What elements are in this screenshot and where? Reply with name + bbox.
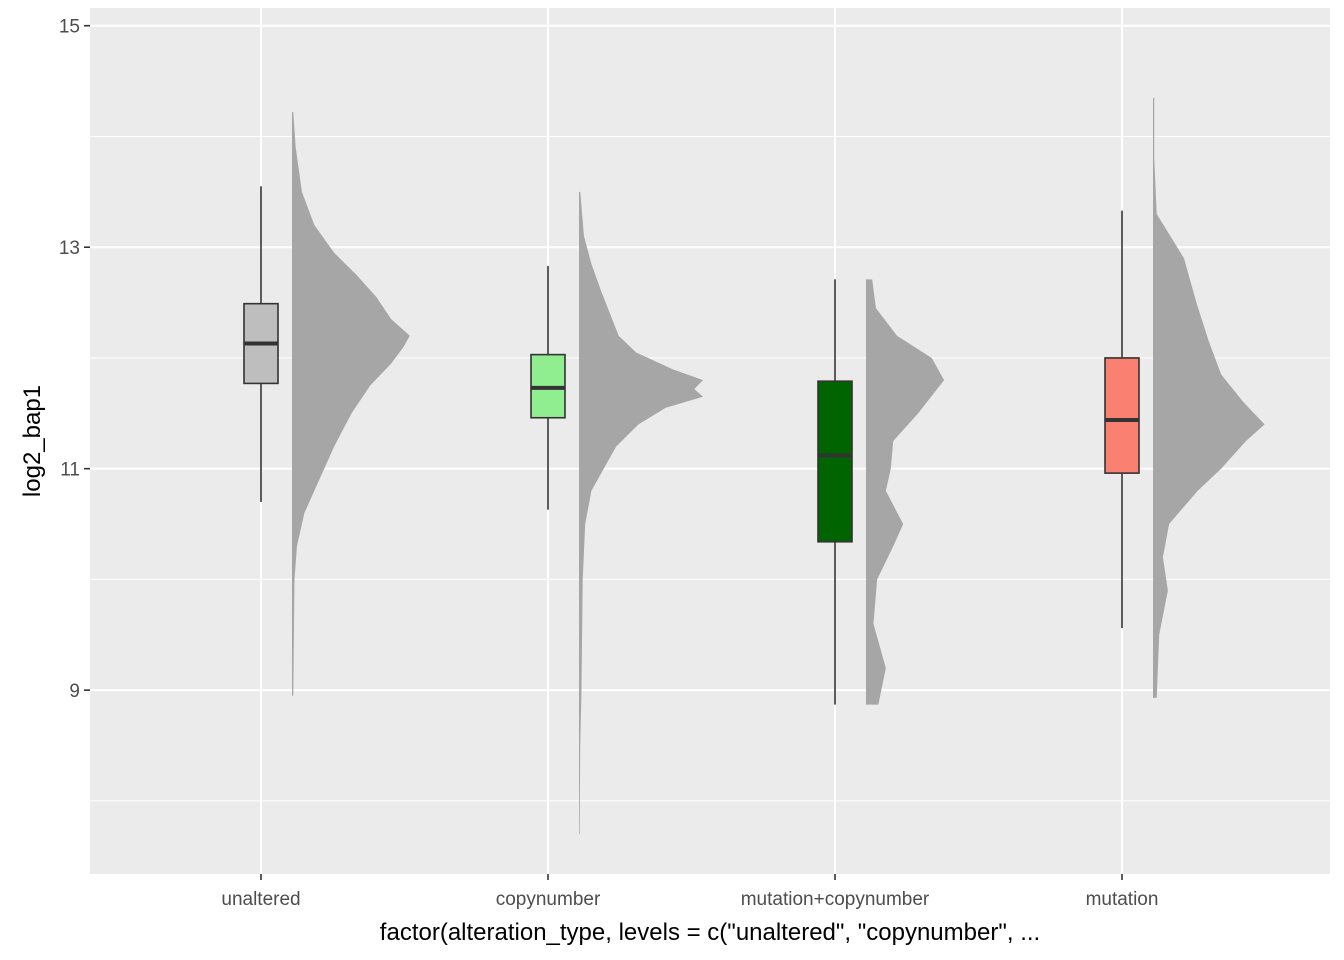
y-tick-label: 11 [60, 460, 80, 481]
y-axis: 9 11 13 15 [59, 17, 90, 702]
half-violin-mutation+copynumber [866, 279, 945, 705]
plot-panel [90, 8, 1330, 874]
x-tick-label-mutation+copynumber: mutation+copynumber [741, 889, 930, 910]
x-axis: unaltered copynumber mutation+copynumber mu… [221, 874, 1158, 910]
y-tick-label: 9 [69, 681, 80, 702]
x-tick-label-copynumber: copynumber [496, 889, 601, 910]
boxplots [243, 186, 1140, 705]
half-violins [292, 97, 1265, 835]
half-violin-unaltered [292, 112, 410, 696]
y-tick-label: 15 [59, 17, 80, 38]
y-axis-title: log2_bap1 [19, 385, 46, 497]
x-tick-label-unaltered: unaltered [221, 889, 300, 910]
box-mutation [1104, 357, 1140, 474]
box-mutation+copynumber [817, 380, 853, 543]
half-violin-mutation [1153, 97, 1265, 698]
y-tick-label: 13 [59, 238, 80, 259]
half-violin-copynumber [579, 191, 703, 835]
x-tick-label-mutation: mutation [1086, 889, 1159, 910]
x-axis-title: factor(alteration_type, levels = c("unal… [380, 919, 1040, 946]
